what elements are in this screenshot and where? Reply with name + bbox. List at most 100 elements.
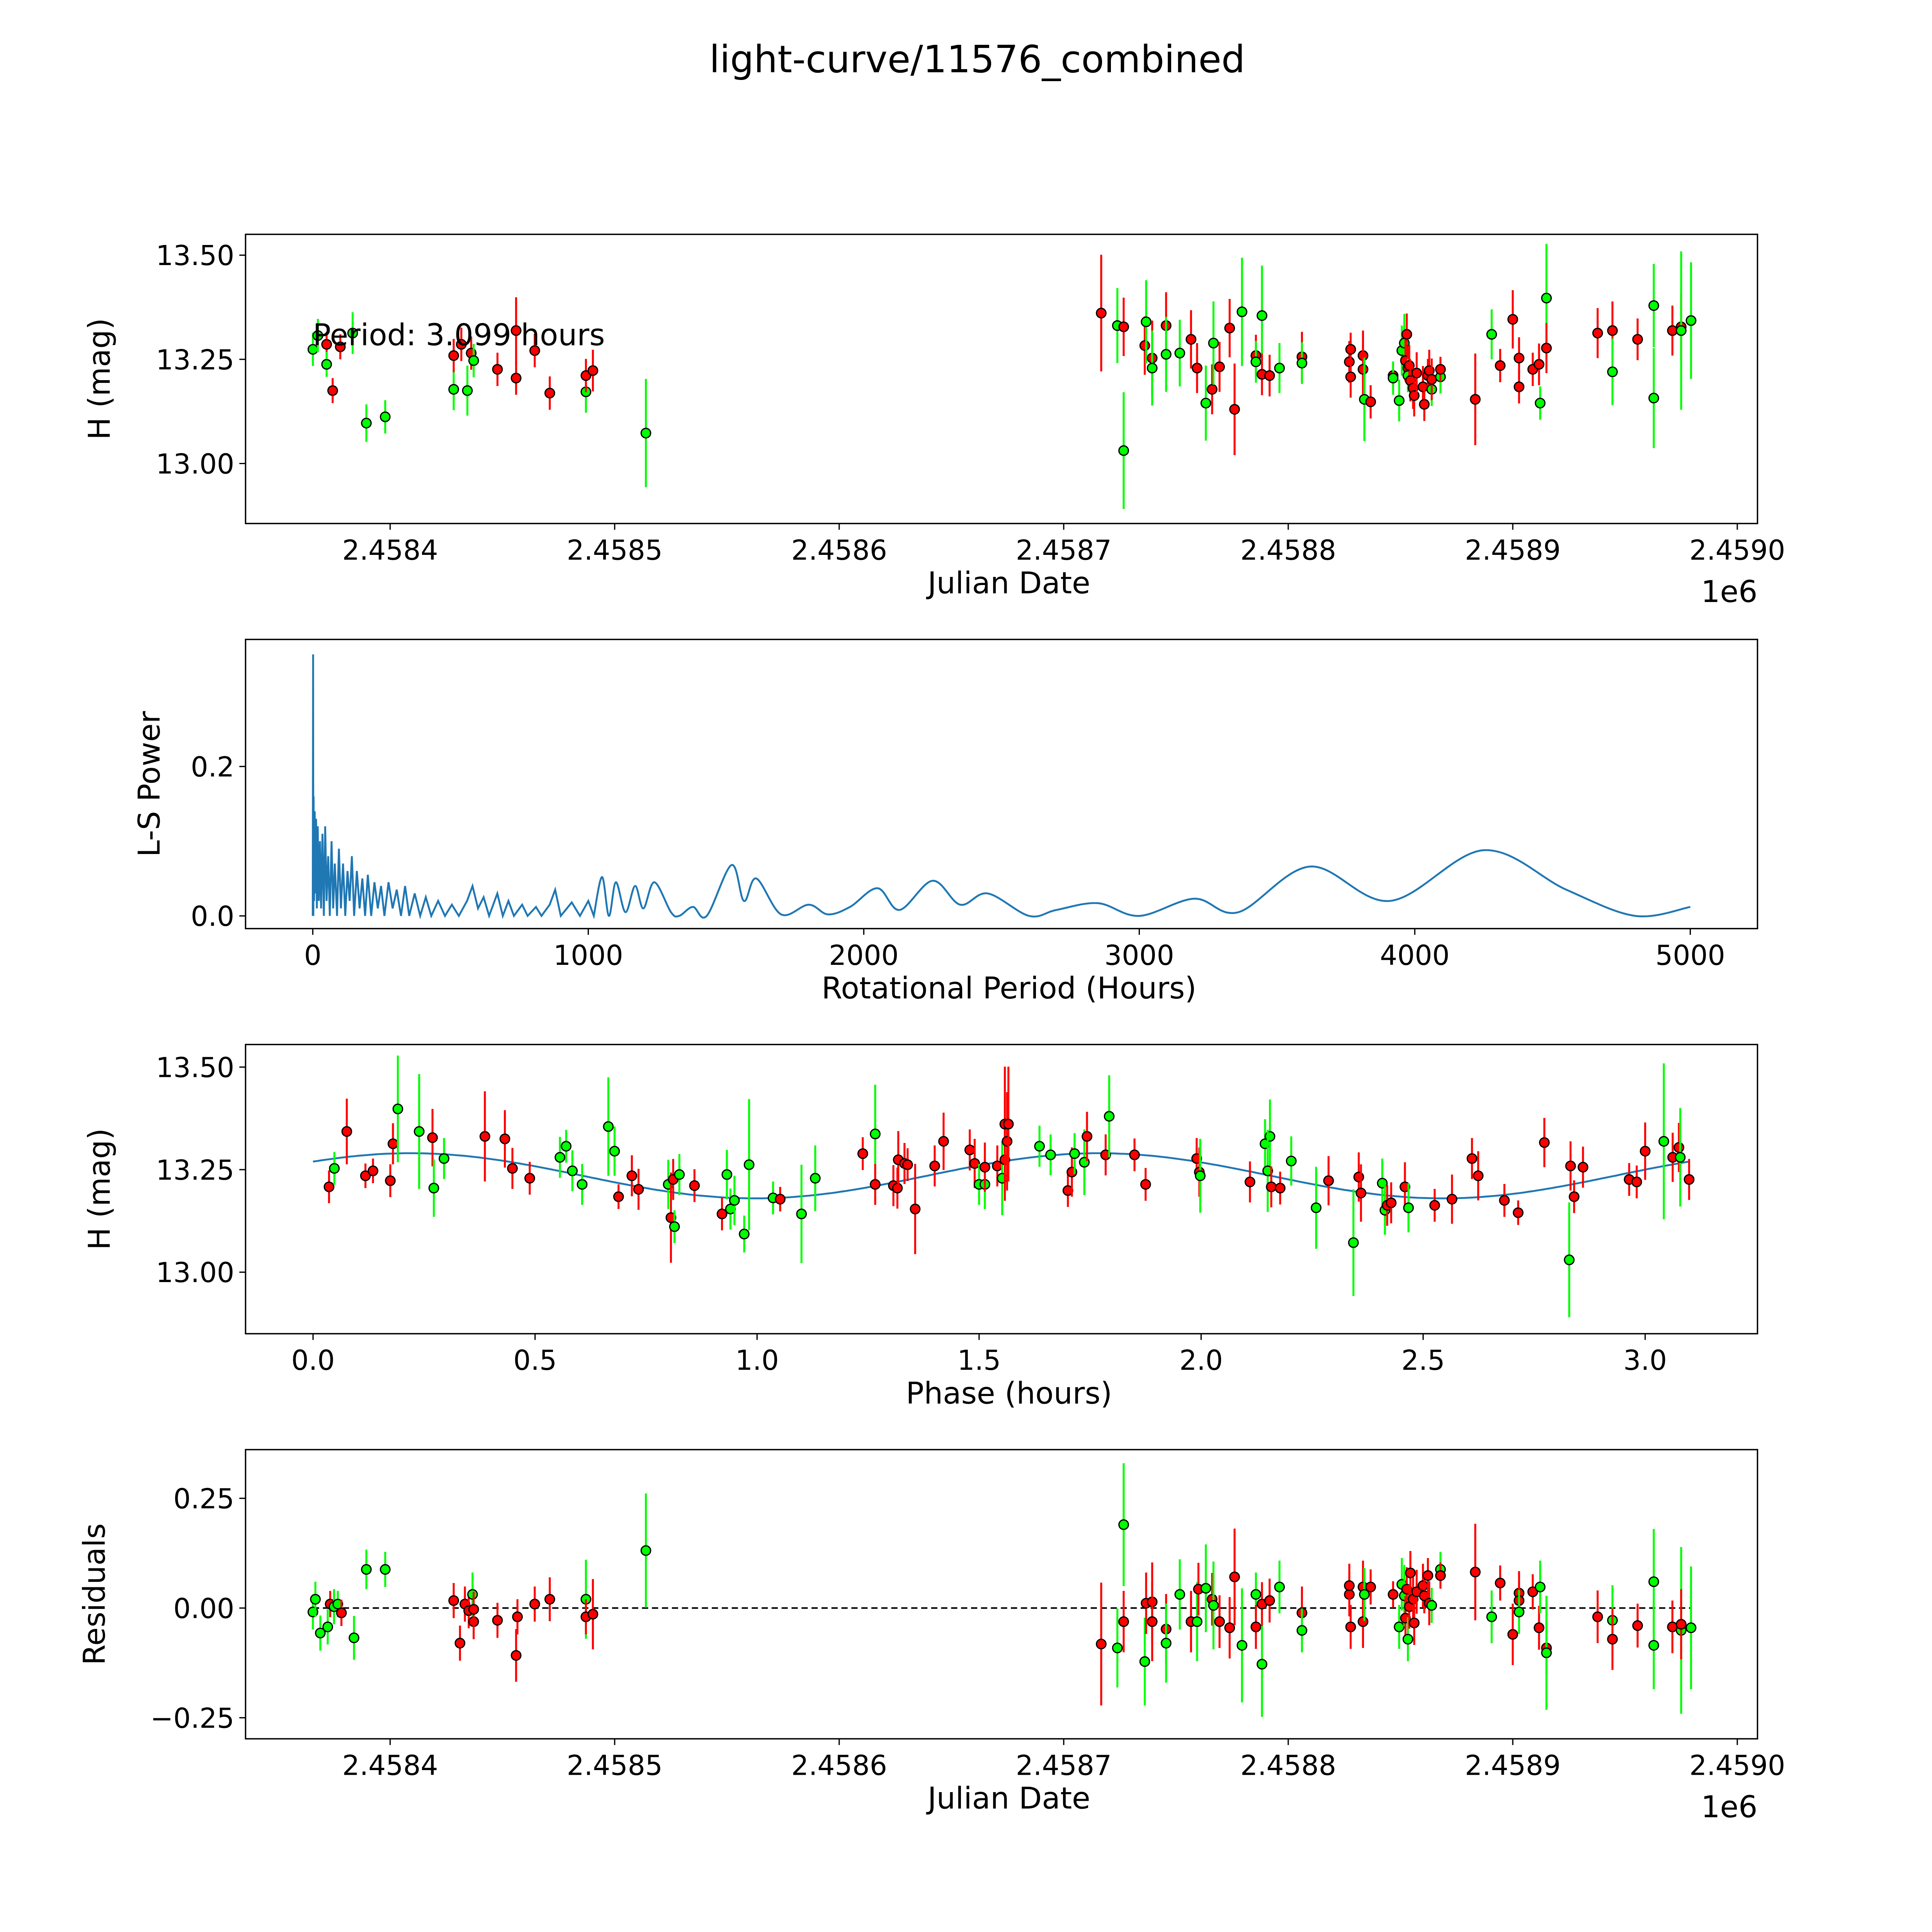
data-point <box>380 400 391 434</box>
data-point <box>1446 1174 1458 1224</box>
data-point <box>1140 1168 1151 1201</box>
data-point <box>315 1615 326 1651</box>
marker <box>323 1181 335 1192</box>
data-point <box>327 378 338 403</box>
x-tick-label: 0 <box>304 939 321 971</box>
data-point <box>1426 1588 1437 1623</box>
marker <box>312 330 323 341</box>
data-point <box>1466 1138 1478 1179</box>
data-point <box>1648 348 1659 448</box>
marker <box>1470 394 1481 405</box>
marker <box>743 1159 755 1170</box>
data-point <box>310 1582 321 1617</box>
marker <box>674 1169 685 1180</box>
marker <box>380 1564 391 1575</box>
marker <box>796 1208 807 1219</box>
marker <box>1275 1182 1286 1194</box>
marker <box>1470 1566 1481 1578</box>
marker <box>392 1104 403 1114</box>
data-point <box>1141 280 1152 364</box>
data-point <box>462 366 473 416</box>
marker <box>1003 1119 1014 1130</box>
marker <box>327 385 338 396</box>
x-tick-label: 3000 <box>1104 939 1174 971</box>
y-axis-label: H (mag) <box>82 1128 117 1250</box>
x-tick-label: 2.5 <box>1401 1344 1445 1376</box>
data-point <box>1229 363 1240 455</box>
x-tick-label: 4000 <box>1380 939 1450 971</box>
data-point <box>380 1552 391 1587</box>
marker <box>1401 329 1412 340</box>
data-point <box>510 297 522 364</box>
data-point <box>456 328 467 361</box>
marker <box>1514 1606 1525 1617</box>
data-point <box>1486 1590 1497 1643</box>
marker <box>1274 362 1285 374</box>
data-point <box>510 1629 522 1682</box>
x-tick-label: 2.4588 <box>1240 1750 1336 1782</box>
data-point <box>1236 1588 1248 1702</box>
y-tick-label: −0.25 <box>150 1702 234 1734</box>
data-point <box>349 1616 360 1660</box>
marker <box>1264 1131 1276 1142</box>
marker <box>1224 1622 1235 1633</box>
marker <box>544 388 555 399</box>
data-point <box>1214 342 1225 392</box>
marker <box>1096 1638 1107 1650</box>
marker <box>870 1128 881 1139</box>
marker <box>367 1165 379 1177</box>
marker <box>1446 1194 1458 1205</box>
data-point <box>1311 1167 1321 1249</box>
marker <box>1429 1200 1440 1211</box>
marker <box>1118 1519 1129 1530</box>
x-tick-label: 0.0 <box>291 1344 335 1376</box>
marker <box>1296 1625 1308 1636</box>
data-point <box>468 1592 479 1627</box>
marker <box>857 1148 868 1159</box>
data-point <box>1344 1563 1355 1608</box>
data-point <box>1394 1605 1405 1649</box>
data-point <box>1365 385 1376 419</box>
data-point <box>336 1600 347 1626</box>
marker <box>1160 1638 1172 1649</box>
marker <box>1160 349 1172 360</box>
x-tick-label: 5000 <box>1655 939 1725 971</box>
data-point <box>1200 366 1211 441</box>
axes-frame <box>245 1449 1759 1740</box>
data-point <box>1250 341 1262 383</box>
marker <box>1200 1583 1211 1594</box>
marker <box>1675 1619 1687 1630</box>
data-point <box>1486 309 1497 359</box>
data-point <box>1345 1605 1356 1649</box>
marker <box>1365 396 1376 407</box>
y-tick-label: 13.00 <box>156 448 234 480</box>
data-point <box>554 1137 565 1178</box>
data-point <box>1224 299 1235 357</box>
data-point <box>1236 257 1248 366</box>
marker <box>512 1611 523 1622</box>
data-point <box>561 1130 572 1163</box>
data-point <box>1069 1133 1080 1174</box>
marker <box>626 1170 638 1181</box>
marker <box>1534 1622 1544 1633</box>
data-point <box>1365 1569 1376 1605</box>
panel-residuals: 2.4584 2.4585 2.4586 2.4587 2.4588 2.4589 2.45… <box>77 1449 1785 1825</box>
y-axis-label: L-S Power <box>132 711 167 857</box>
data-point <box>1675 1589 1687 1660</box>
marker <box>1345 371 1356 383</box>
x-axis-label: Rotational Period (Hours) <box>821 971 1196 1006</box>
data-point <box>1208 1561 1219 1650</box>
marker <box>870 1179 881 1190</box>
data-point <box>323 1170 335 1204</box>
marker <box>1344 1580 1355 1591</box>
marker <box>347 328 358 338</box>
marker <box>1185 334 1197 345</box>
marker <box>561 1141 572 1152</box>
x-tick-label: 3.0 <box>1623 1344 1667 1376</box>
marker <box>524 1173 535 1184</box>
marker <box>1388 372 1399 384</box>
marker <box>1345 344 1356 355</box>
data-point <box>1264 1578 1275 1623</box>
marker <box>1577 1162 1588 1173</box>
data-point <box>721 1150 733 1199</box>
